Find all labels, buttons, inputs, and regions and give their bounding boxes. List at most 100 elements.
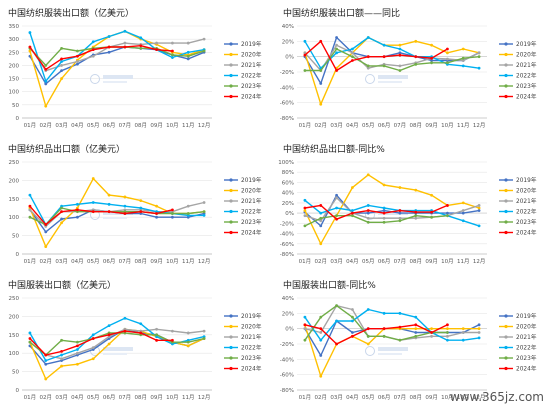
data-point (382, 334, 386, 338)
legend-marker (229, 188, 233, 193)
data-point (60, 46, 63, 50)
data-point (430, 43, 433, 47)
data-point (107, 210, 111, 214)
data-point (461, 338, 465, 342)
x-tick-label: 08月 (410, 394, 423, 401)
data-point (186, 54, 190, 58)
legend-marker (229, 42, 233, 46)
data-point (303, 338, 307, 342)
data-point (303, 53, 307, 57)
chart-panel-3: 中国纺织品出口额（亿美元） 0 50 100 150 200 250 01月 02月 03月 04月… (8, 143, 262, 265)
x-tick-label: 12月 (198, 394, 211, 401)
series-line (304, 197, 480, 222)
x-tick-label: 02月 (315, 258, 328, 265)
data-point (414, 216, 418, 220)
watermark-logo-icon (365, 346, 375, 356)
x-tick-label: 03月 (55, 394, 68, 401)
data-point (76, 215, 79, 219)
series-line (29, 317, 205, 362)
y-tick-label: 150 (9, 197, 20, 203)
data-point (202, 37, 206, 41)
data-point (335, 36, 338, 39)
data-point (335, 214, 338, 218)
data-point (303, 198, 307, 202)
legend-marker (504, 335, 508, 339)
data-point (76, 62, 79, 66)
legend-label: 2019年 (516, 176, 537, 184)
data-point (202, 201, 206, 204)
data-point (44, 79, 48, 83)
data-point (366, 211, 370, 215)
data-point (76, 54, 79, 58)
legend-marker (229, 314, 233, 318)
y-tick-label: 200 (9, 178, 20, 184)
legend-label: 2022年 (516, 344, 537, 352)
data-point (303, 327, 307, 331)
x-tick-label: 12月 (198, 258, 211, 265)
legend-label: 2023年 (241, 82, 262, 90)
data-point (461, 64, 465, 68)
data-point (123, 29, 127, 33)
data-point (351, 59, 354, 62)
x-tick-label: 06月 (378, 122, 391, 129)
data-point (366, 204, 370, 207)
x-tick-label: 06月 (103, 258, 116, 265)
data-point (319, 224, 323, 228)
x-tick-label: 03月 (55, 122, 68, 129)
chart-panel-6: 中国服装出口额-同比% -80% -60% -40% -20% 0% 20% 40% 01月 02… (280, 279, 537, 401)
data-point (398, 219, 402, 223)
legend-label: 2021年 (516, 333, 537, 341)
watermark-logo-mark (103, 81, 127, 83)
data-point (319, 219, 323, 223)
legend-marker (229, 178, 233, 182)
y-tick-label: -40% (280, 357, 294, 363)
data-point (382, 311, 386, 315)
legend-label: 2024年 (516, 229, 537, 237)
data-point (171, 41, 174, 45)
y-tick-label: 150 (9, 77, 20, 83)
watermark-logo-mark (378, 81, 402, 83)
data-point (171, 53, 174, 57)
x-tick-label: 01月 (299, 122, 312, 129)
data-point (382, 211, 386, 215)
x-tick-label: 08月 (135, 258, 148, 265)
y-tick-label: 50 (12, 234, 19, 240)
watermark-logo-icon (90, 74, 100, 84)
legend-marker (504, 324, 508, 329)
data-point (335, 47, 338, 51)
data-point (186, 57, 190, 61)
data-point (139, 210, 143, 214)
data-point (155, 327, 158, 331)
data-point (44, 362, 48, 366)
data-point (351, 209, 354, 212)
data-point (44, 230, 48, 234)
data-point (76, 202, 79, 206)
data-point (139, 199, 143, 203)
data-point (319, 242, 323, 246)
legend-label: 2024年 (516, 365, 537, 373)
series-line (304, 174, 480, 245)
legend-label: 2023年 (516, 354, 537, 362)
data-point (123, 195, 127, 199)
legend-marker (229, 73, 233, 78)
data-point (319, 315, 323, 319)
data-point (107, 342, 111, 346)
data-point (60, 364, 63, 368)
y-tick-label: 100 (9, 351, 20, 357)
data-point (382, 327, 386, 331)
data-point (91, 201, 95, 204)
y-tick-label: 20% (282, 201, 294, 207)
data-point (351, 186, 354, 189)
data-point (366, 342, 370, 346)
legend-marker (229, 345, 233, 350)
legend-marker (504, 345, 508, 350)
y-tick-label: 300 (9, 37, 20, 43)
data-point (398, 209, 402, 212)
x-tick-label: 10月 (441, 258, 454, 265)
data-point (319, 102, 323, 106)
data-point (155, 215, 158, 219)
data-point (28, 31, 32, 34)
data-point (60, 338, 63, 342)
series-line (304, 48, 480, 72)
